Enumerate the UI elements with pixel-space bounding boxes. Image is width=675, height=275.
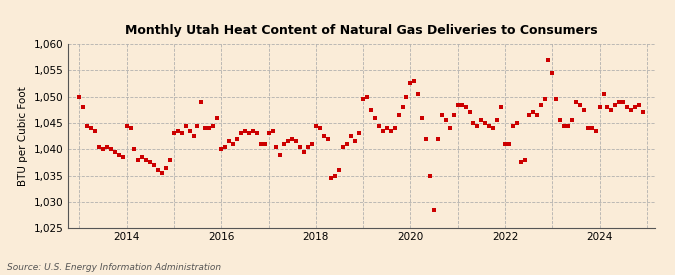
Title: Monthly Utah Heat Content of Natural Gas Deliveries to Consumers: Monthly Utah Heat Content of Natural Gas… <box>125 24 597 37</box>
Text: Source: U.S. Energy Information Administration: Source: U.S. Energy Information Administ… <box>7 263 221 272</box>
Y-axis label: BTU per Cubic Foot: BTU per Cubic Foot <box>18 86 28 186</box>
